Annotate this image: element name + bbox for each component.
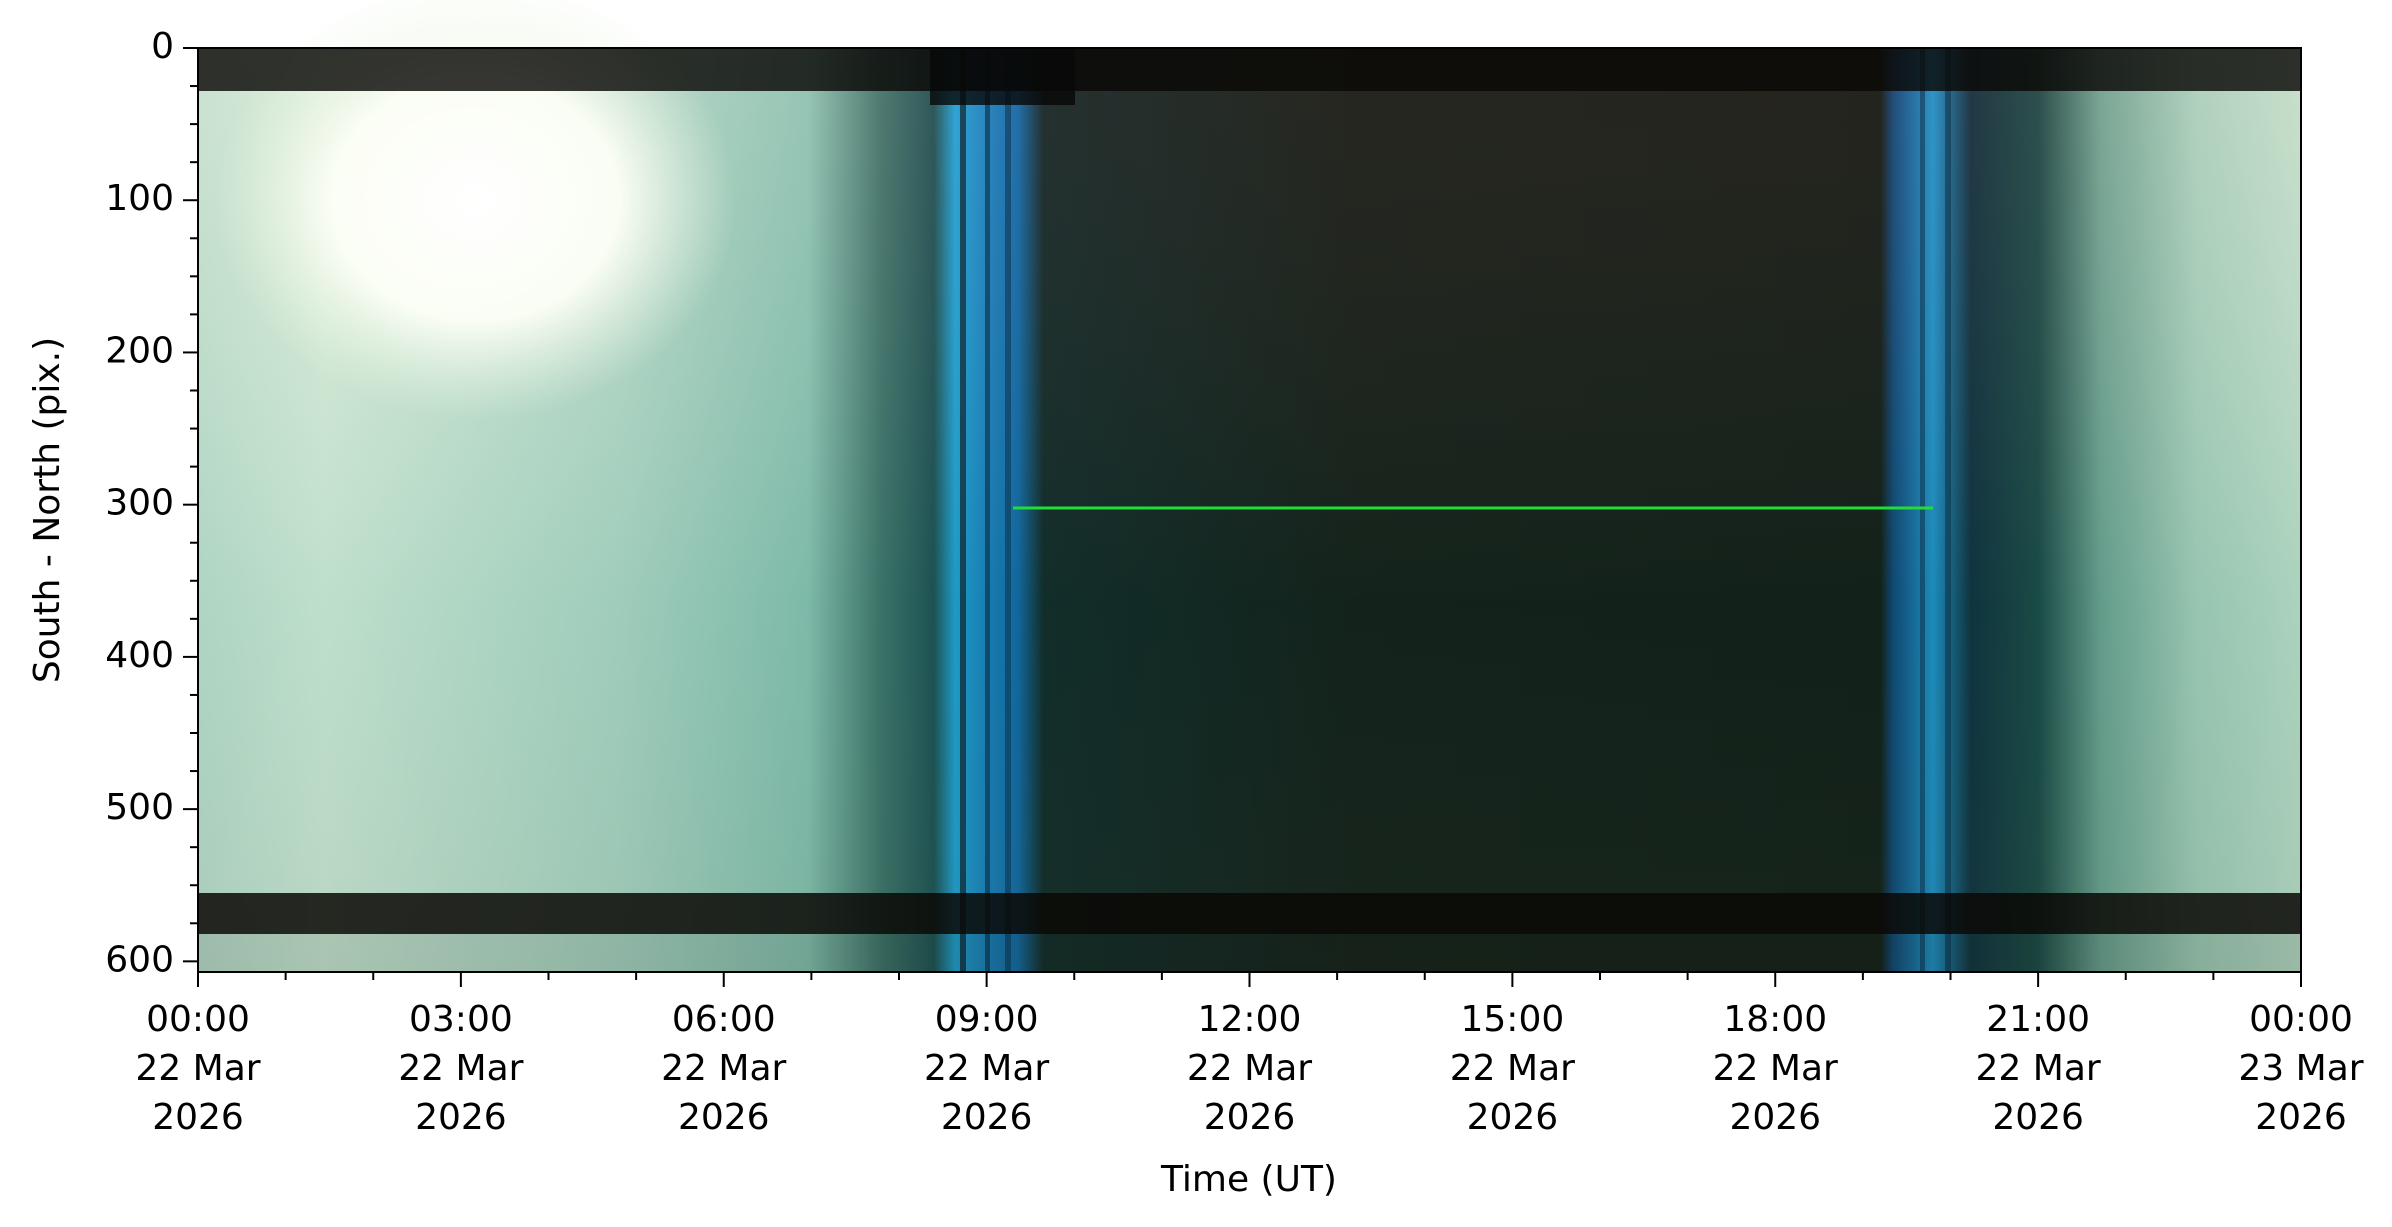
x-tick-label: 00:00 23 Mar 2026 [2238, 999, 2363, 1138]
x-tick-label-line: 2026 [152, 1097, 244, 1138]
streak [1945, 48, 1951, 972]
streak [1920, 48, 1925, 972]
y-axis-label: South - North (pix.) [27, 337, 68, 683]
x-tick-label: 18:00 22 Mar 2026 [1713, 999, 1838, 1138]
y-tick-label: 500 [105, 787, 174, 828]
x-tick-label-line: 21:00 [1986, 999, 2090, 1040]
x-tick-label-line: 2026 [1467, 1097, 1559, 1138]
x-tick-label: 03:00 22 Mar 2026 [398, 999, 523, 1138]
x-tick-label: 12:00 22 Mar 2026 [1187, 999, 1312, 1138]
x-tick-label: 00:00 22 Mar 2026 [135, 999, 260, 1138]
y-tick-label: 400 [105, 635, 174, 676]
x-tick-label: 21:00 22 Mar 2026 [1976, 999, 2101, 1138]
y-tick-label: 0 [151, 26, 174, 67]
x-tick-label-line: 2026 [941, 1097, 1033, 1138]
bottom-strip [198, 934, 2301, 972]
x-tick-label: 15:00 22 Mar 2026 [1450, 999, 1575, 1138]
streak [985, 48, 990, 972]
x-tick-label-line: 03:00 [409, 999, 513, 1040]
x-tick-label-line: 2026 [678, 1097, 770, 1138]
x-axis-label: Time (UT) [1160, 1159, 1337, 1200]
dark-patch [930, 48, 1075, 105]
keogram-image [198, 0, 2301, 972]
streak [960, 48, 966, 972]
dark-band [198, 893, 2301, 934]
x-tick-label-line: 22 Mar [1713, 1048, 1838, 1089]
x-tick-label-line: 22 Mar [135, 1048, 260, 1089]
x-tick-label-line: 2026 [2255, 1097, 2347, 1138]
y-tick-label: 200 [105, 330, 174, 371]
x-tick-label-line: 06:00 [672, 999, 776, 1040]
y-tick-label: 600 [105, 939, 174, 980]
x-tick-label: 06:00 22 Mar 2026 [661, 999, 786, 1138]
x-tick-label-line: 15:00 [1461, 999, 1565, 1040]
x-tick-label-line: 12:00 [1198, 999, 1302, 1040]
sun-glare [216, 0, 736, 420]
x-tick-label-line: 22 Mar [1976, 1048, 2101, 1089]
x-tick-label-line: 00:00 [2249, 999, 2353, 1040]
x-tick-label-line: 2026 [415, 1097, 507, 1138]
x-tick-label-line: 22 Mar [398, 1048, 523, 1089]
x-tick-label-line: 00:00 [146, 999, 250, 1040]
x-tick-label-line: 23 Mar [2238, 1048, 2363, 1089]
y-tick-label: 100 [105, 178, 174, 219]
x-tick-label-line: 22 Mar [924, 1048, 1049, 1089]
x-tick-label-line: 22 Mar [1450, 1048, 1575, 1089]
streak [1005, 48, 1011, 972]
y-tick-label: 300 [105, 483, 174, 524]
x-tick-label-line: 2026 [1729, 1097, 1821, 1138]
x-tick-label-line: 09:00 [935, 999, 1039, 1040]
dark-band [198, 48, 2301, 91]
x-tick-label: 09:00 22 Mar 2026 [924, 999, 1049, 1138]
x-tick-label-line: 2026 [1204, 1097, 1296, 1138]
x-tick-label-line: 18:00 [1723, 999, 1827, 1040]
x-tick-label-line: 22 Mar [661, 1048, 786, 1089]
x-tick-label-line: 2026 [1992, 1097, 2084, 1138]
x-tick-label-line: 22 Mar [1187, 1048, 1312, 1089]
